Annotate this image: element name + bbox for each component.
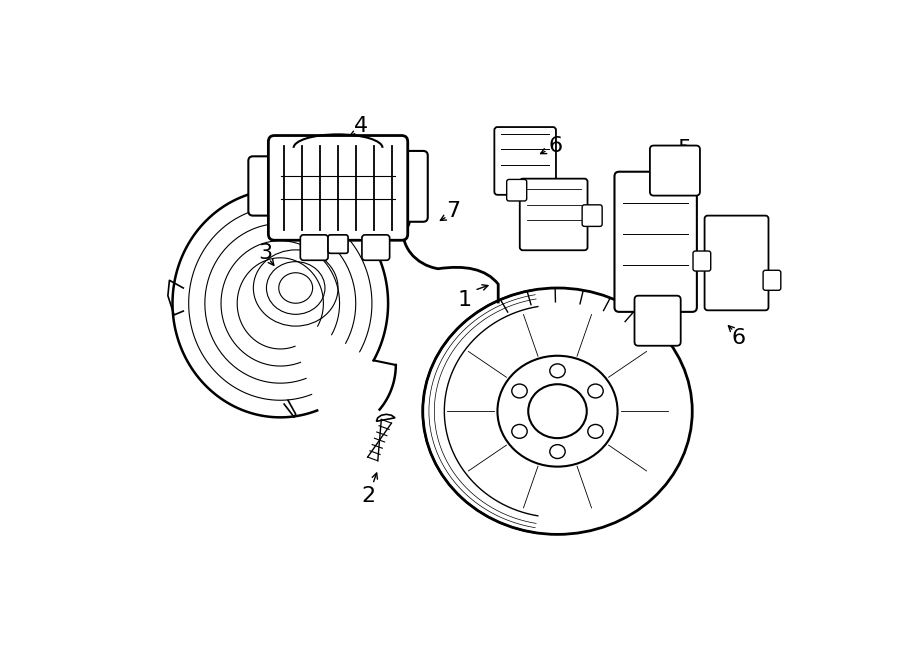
Ellipse shape bbox=[588, 384, 603, 398]
Polygon shape bbox=[423, 290, 538, 533]
FancyBboxPatch shape bbox=[520, 178, 588, 251]
Circle shape bbox=[716, 227, 728, 239]
Ellipse shape bbox=[512, 384, 527, 398]
Circle shape bbox=[288, 167, 315, 194]
FancyBboxPatch shape bbox=[650, 145, 700, 196]
Circle shape bbox=[397, 216, 410, 229]
Text: 1: 1 bbox=[458, 290, 473, 309]
Text: 7: 7 bbox=[446, 201, 461, 221]
Ellipse shape bbox=[588, 424, 603, 438]
Ellipse shape bbox=[397, 192, 410, 202]
FancyBboxPatch shape bbox=[615, 172, 697, 312]
Text: 5: 5 bbox=[678, 139, 692, 159]
FancyBboxPatch shape bbox=[394, 151, 428, 222]
FancyBboxPatch shape bbox=[705, 215, 769, 310]
Circle shape bbox=[740, 286, 752, 298]
Polygon shape bbox=[376, 414, 395, 421]
Ellipse shape bbox=[498, 356, 617, 467]
Circle shape bbox=[650, 311, 665, 327]
FancyBboxPatch shape bbox=[507, 179, 526, 201]
Circle shape bbox=[716, 286, 728, 298]
FancyBboxPatch shape bbox=[328, 235, 348, 253]
Text: 6: 6 bbox=[549, 136, 563, 155]
Ellipse shape bbox=[512, 424, 527, 438]
Circle shape bbox=[662, 162, 684, 183]
FancyBboxPatch shape bbox=[634, 295, 680, 346]
Text: 2: 2 bbox=[362, 486, 376, 506]
FancyBboxPatch shape bbox=[763, 270, 781, 290]
FancyBboxPatch shape bbox=[248, 156, 283, 215]
FancyBboxPatch shape bbox=[693, 251, 711, 271]
Ellipse shape bbox=[254, 250, 338, 326]
Circle shape bbox=[740, 227, 752, 239]
Ellipse shape bbox=[550, 364, 565, 377]
Text: 3: 3 bbox=[257, 243, 272, 263]
FancyBboxPatch shape bbox=[301, 235, 328, 260]
Text: 4: 4 bbox=[354, 116, 368, 136]
Text: 6: 6 bbox=[732, 328, 745, 348]
FancyBboxPatch shape bbox=[582, 205, 602, 226]
FancyBboxPatch shape bbox=[494, 127, 556, 195]
FancyBboxPatch shape bbox=[268, 136, 408, 240]
Ellipse shape bbox=[528, 384, 587, 438]
Ellipse shape bbox=[550, 445, 565, 459]
Circle shape bbox=[740, 256, 752, 269]
Ellipse shape bbox=[423, 288, 692, 534]
FancyBboxPatch shape bbox=[362, 235, 390, 260]
Circle shape bbox=[716, 256, 728, 269]
